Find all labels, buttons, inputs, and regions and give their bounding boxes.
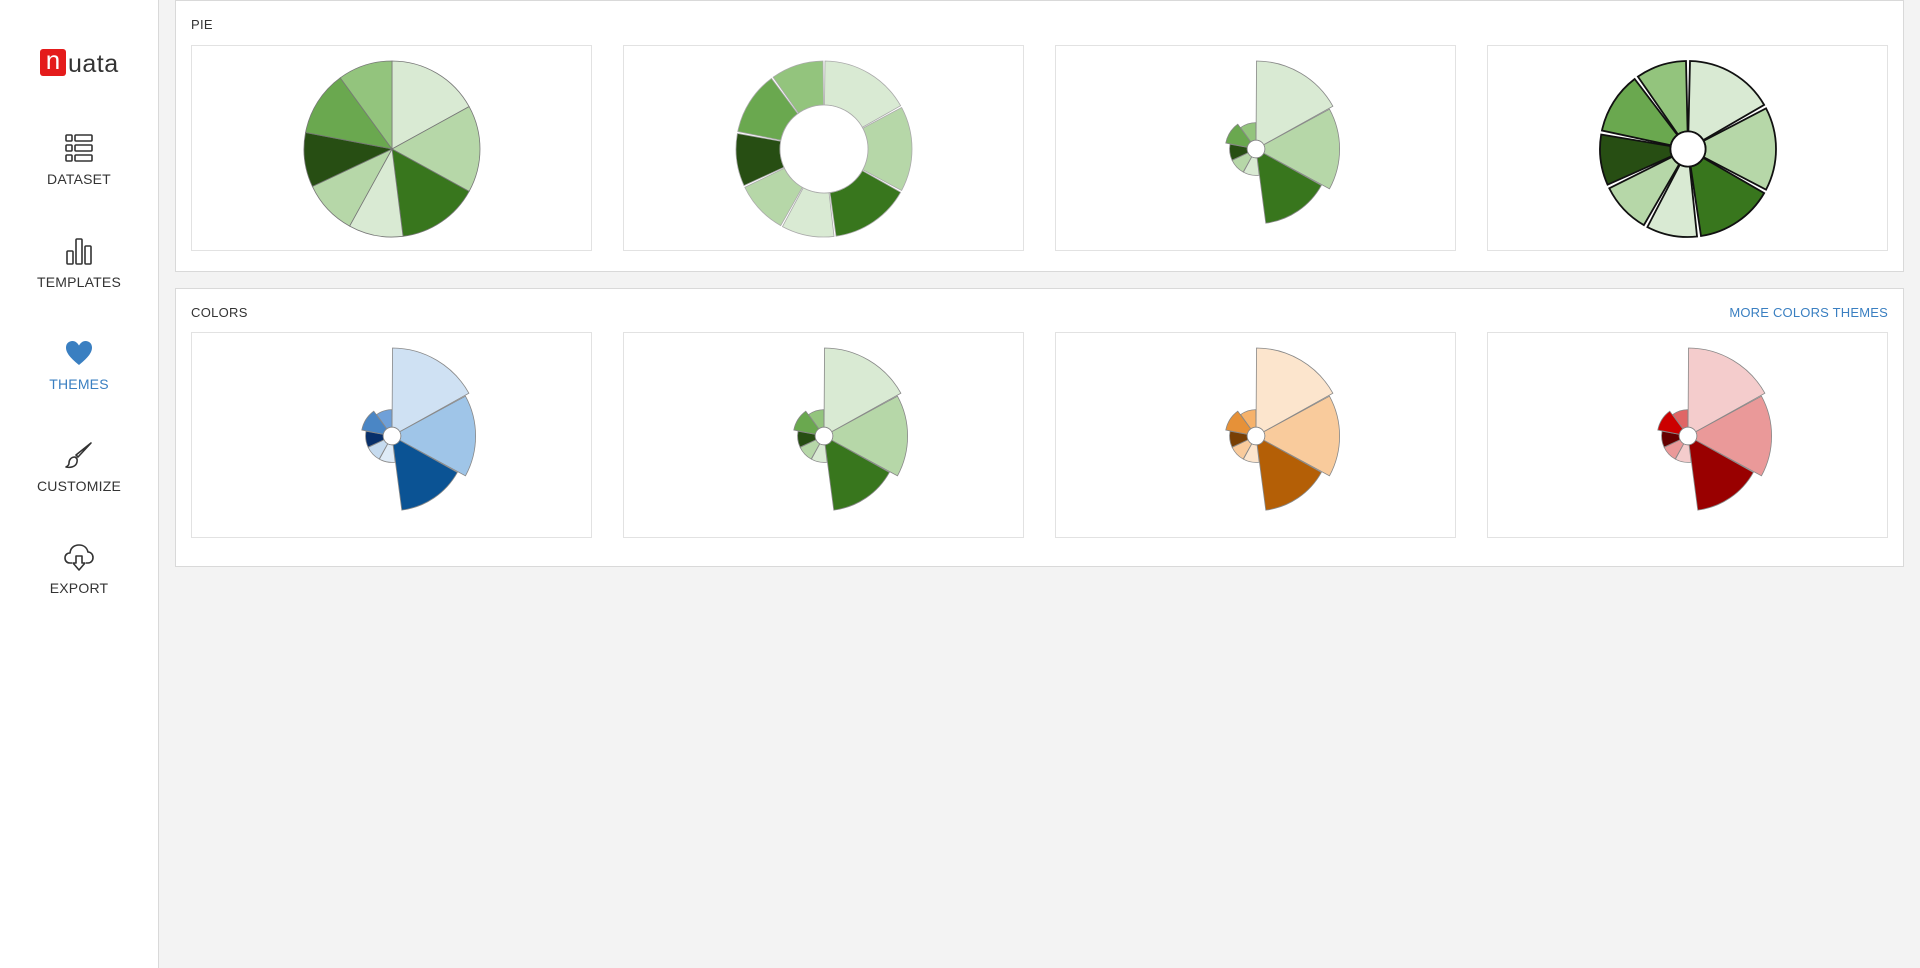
- pie-slice: [305, 77, 393, 150]
- pie-slice: [391, 148, 470, 237]
- sidebar-item-label: DATASET: [47, 171, 111, 187]
- pie-chart: [303, 60, 481, 238]
- pie-chart: [1657, 347, 1772, 511]
- sidebar-item-themes[interactable]: THEMES: [0, 338, 158, 392]
- theme-card-color-oranges[interactable]: [1055, 332, 1456, 538]
- theme-card-color-reds[interactable]: [1487, 332, 1888, 538]
- theme-card-pie-radial[interactable]: [1055, 45, 1456, 251]
- pie-slice: [391, 106, 481, 192]
- sidebar-item-dataset[interactable]: DATASET: [0, 133, 158, 187]
- theme-card-color-blues[interactable]: [191, 332, 592, 538]
- theme-card-pie-donut[interactable]: [623, 45, 1024, 251]
- sidebar: n uata DATASET TEMPLATES THEMES: [0, 0, 159, 968]
- sidebar-item-label: EXPORT: [49, 580, 109, 596]
- heart-icon: [66, 341, 92, 365]
- pie-chart: [1225, 347, 1340, 511]
- sidebar-item-label: THEMES: [49, 376, 109, 392]
- pie-hole: [1246, 426, 1266, 446]
- bar-chart-icon: [66, 238, 92, 265]
- colors-themes-panel: COLORS MORE COLORS THEMES: [175, 288, 1904, 567]
- theme-card-pie-basic[interactable]: [191, 45, 592, 251]
- pie-chart: [1225, 60, 1340, 224]
- pie-hole: [1678, 426, 1698, 446]
- more-colors-themes-link[interactable]: MORE COLORS THEMES: [1729, 305, 1888, 320]
- section-title-pie: PIE: [191, 17, 213, 32]
- pie-hole: [814, 426, 834, 446]
- sidebar-item-customize[interactable]: CUSTOMIZE: [0, 440, 158, 494]
- dataset-icon: [65, 134, 93, 162]
- pie-slice: [391, 60, 470, 150]
- logo-mark: n: [40, 49, 66, 76]
- pie-chart: [1599, 60, 1777, 238]
- logo-text: uata: [68, 50, 119, 78]
- pie-slice: [339, 60, 393, 151]
- sidebar-item-export[interactable]: EXPORT: [0, 542, 158, 596]
- pie-chart: [793, 347, 908, 511]
- pie-hole: [382, 426, 402, 446]
- sidebar-item-templates[interactable]: TEMPLATES: [0, 236, 158, 290]
- section-title-colors: COLORS: [191, 305, 248, 320]
- pie-hole: [779, 104, 869, 194]
- pie-chart: [735, 60, 913, 238]
- pie-hole: [1669, 130, 1707, 168]
- pie-themes-panel: PIE: [175, 0, 1904, 272]
- theme-card-pie-outlined[interactable]: [1487, 45, 1888, 251]
- sidebar-item-label: TEMPLATES: [36, 274, 121, 290]
- pie-chart: [361, 347, 476, 511]
- pie-hole: [1246, 139, 1266, 159]
- theme-card-color-greens[interactable]: [623, 332, 1024, 538]
- app-logo[interactable]: n uata: [40, 49, 130, 78]
- cloud-download-icon: [64, 544, 94, 571]
- brush-icon: [65, 442, 92, 469]
- sidebar-item-label: CUSTOMIZE: [37, 478, 121, 494]
